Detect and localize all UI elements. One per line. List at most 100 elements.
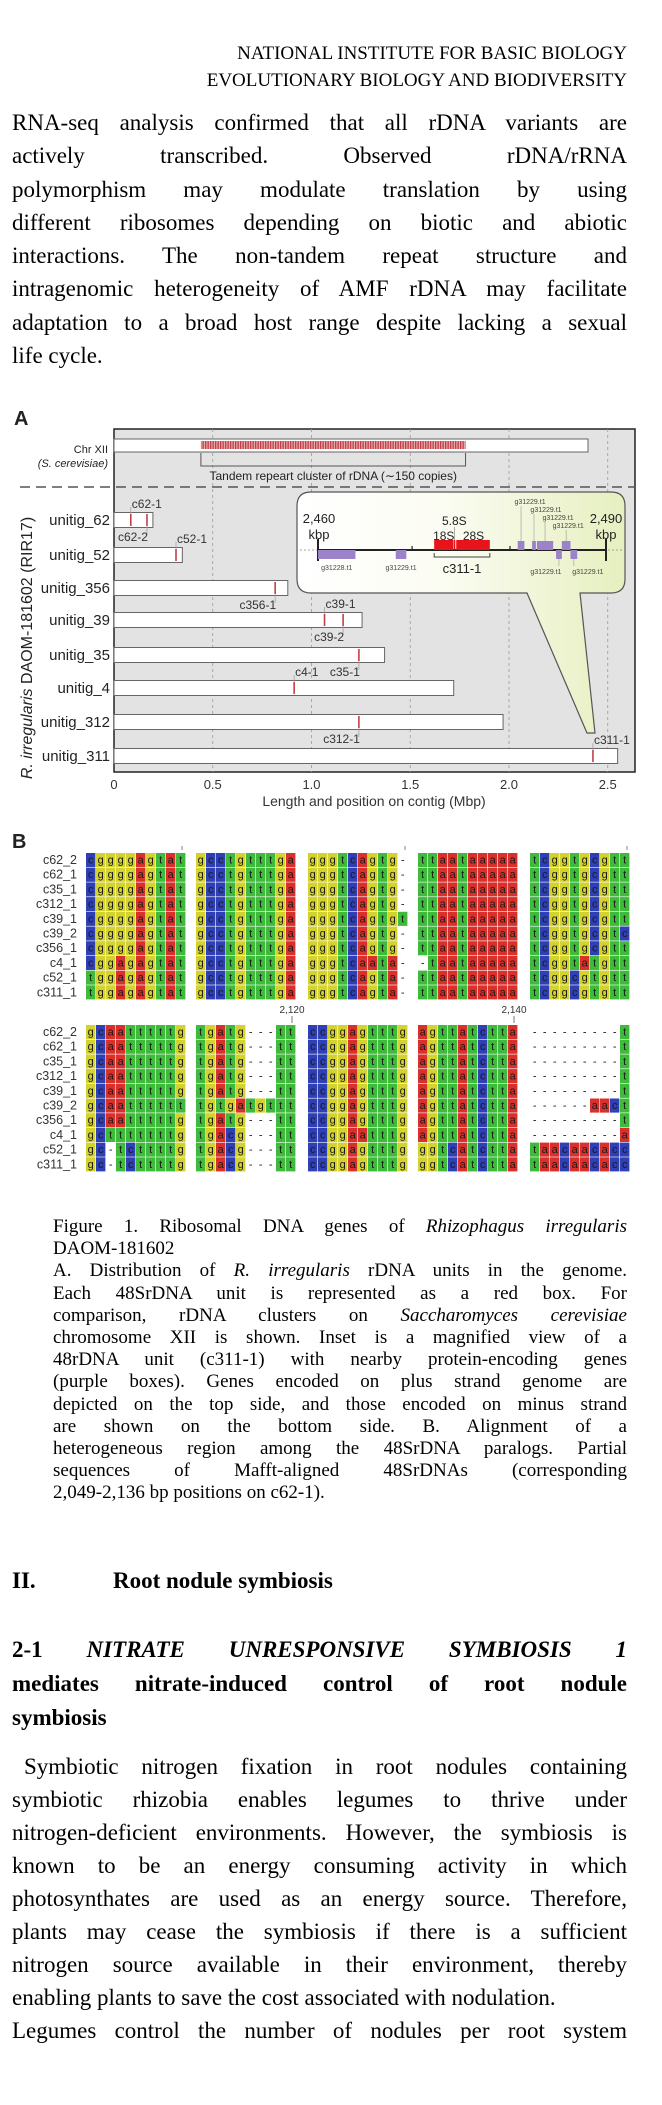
nucleotide-letter: g [340,1085,346,1097]
nucleotide-cell [318,1098,328,1113]
nucleotide-letter: t [451,1027,454,1039]
nucleotide-letter: a [118,972,125,984]
nucleotide-letter: g [340,1129,346,1141]
nucleotide-cell [610,897,620,912]
nucleotide-cell [226,867,236,882]
nucleotide-letter: g [360,1115,366,1127]
nucleotide-cell [550,882,560,897]
nucleotide-letter: t [441,1056,444,1068]
nucleotide-cell [136,867,146,882]
text-line: heterogeneous region among the 48SrDNA p… [53,1438,627,1460]
nucleotide-cell [550,970,560,985]
text-span: 2-1 [12,1637,87,1662]
text-span: DAOM-181602 [53,1238,175,1260]
nucleotide-letter: a [510,1041,517,1053]
nucleotide-cell [488,1157,498,1172]
nucleotide-letter: a [108,1100,115,1112]
nucleotide-letter: a [168,972,175,984]
nucleotide-cell [508,1098,518,1113]
nucleotide-letter: a [118,1041,125,1053]
protein-gene-box [517,541,525,550]
protein-gene-box [318,550,356,559]
nucleotide-cell [468,970,478,985]
nucleotide-letter: t [371,1159,374,1171]
inset-start-unit: kbp [309,527,330,542]
nucleotide-cell [328,926,338,941]
nucleotide-letter: g [278,957,284,969]
nucleotide-letter: g [238,869,244,881]
nucleotide-cell [378,970,388,985]
nucleotide-letter: g [208,1027,214,1039]
nucleotide-cell [308,853,318,868]
nucleotide-cell [116,955,126,970]
nucleotide-letter: a [470,987,477,999]
nucleotide-letter: a [480,899,487,911]
nucleotide-cell [276,1142,286,1157]
text-line: depicted on the top side, and those enco… [53,1394,627,1416]
nucleotide-letter: a [500,899,507,911]
nucleotide-cell [368,1098,378,1113]
nucleotide-cell [580,1157,590,1172]
nucleotide-cell [136,911,146,926]
nucleotide-cell [600,955,610,970]
nucleotide-letter: t [259,928,262,940]
nucleotide-cell [580,985,590,1000]
nucleotide-letter: a [288,884,295,896]
nucleotide-cell [368,1054,378,1069]
nucleotide-cell [196,1083,206,1098]
nucleotide-letter: t [159,928,162,940]
nucleotide-letter: a [510,855,517,867]
nucleotide-letter: t [533,884,536,896]
nucleotide-letter: a [582,957,589,969]
nucleotide-letter: c [592,869,598,881]
nucleotide-cell [136,1069,146,1084]
nucleotide-letter: t [341,869,344,881]
nucleotide-letter: - [249,1159,253,1171]
nucleotide-cell [206,985,216,1000]
nucleotide-letter: t [391,1085,394,1097]
nucleotide-cell [146,1025,156,1040]
nucleotide-letter: - [613,1115,617,1127]
nucleotide-letter: - [249,1085,253,1097]
nucleotide-letter: g [118,899,124,911]
nucleotide-cell [438,853,448,868]
nucleotide-cell [126,1142,136,1157]
nucleotide-cell [368,853,378,868]
text-span: interactions. The non-tandem repeat stru… [12,243,627,269]
nucleotide-cell [106,985,116,1000]
nucleotide-cell [106,1098,116,1113]
nucleotide-cell [438,985,448,1000]
nucleotide-cell [530,911,540,926]
nucleotide-letter: c [320,1144,326,1156]
nucleotide-cell [286,882,296,897]
nucleotide-cell [328,1098,338,1113]
nucleotide-letter: t [381,1027,384,1039]
nucleotide-cell [96,897,106,912]
nucleotide-letter: c [128,1144,134,1156]
gene-label: g31229.t1 [530,569,561,576]
nucleotide-cell [468,1098,478,1113]
nucleotide-cell [498,1083,508,1098]
nucleotide-letter: c [98,1085,104,1097]
nucleotide-cell [96,970,106,985]
nucleotide-cell [196,1054,206,1069]
nucleotide-cell [126,926,136,941]
alignment-row: c312_1 g c a a t t t t t g t g a t g - - - t t c c g g a g t t t g a g t t… [36,1069,630,1084]
nucleotide-letter: - [533,1100,537,1112]
nucleotide-letter: g [178,1027,184,1039]
nucleotide-letter: g [330,1085,336,1097]
nucleotide-cell [398,1098,408,1113]
nucleotide-letter: a [390,957,397,969]
sequence-name: c4_1 [50,1128,77,1142]
nucleotide-letter: a [440,869,447,881]
nucleotide-cell [286,985,296,1000]
nucleotide-cell [318,911,328,926]
nucleotide-letter: t [159,1027,162,1039]
nucleotide-letter: g [88,1129,94,1141]
nucleotide-letter: - [259,1129,263,1141]
sequence-name: c62_1 [43,868,77,882]
nucleotide-letter: c [350,972,356,984]
nucleotide-cell [86,926,96,941]
nucleotide-letter: g [552,913,558,925]
nucleotide-letter: c [542,884,548,896]
